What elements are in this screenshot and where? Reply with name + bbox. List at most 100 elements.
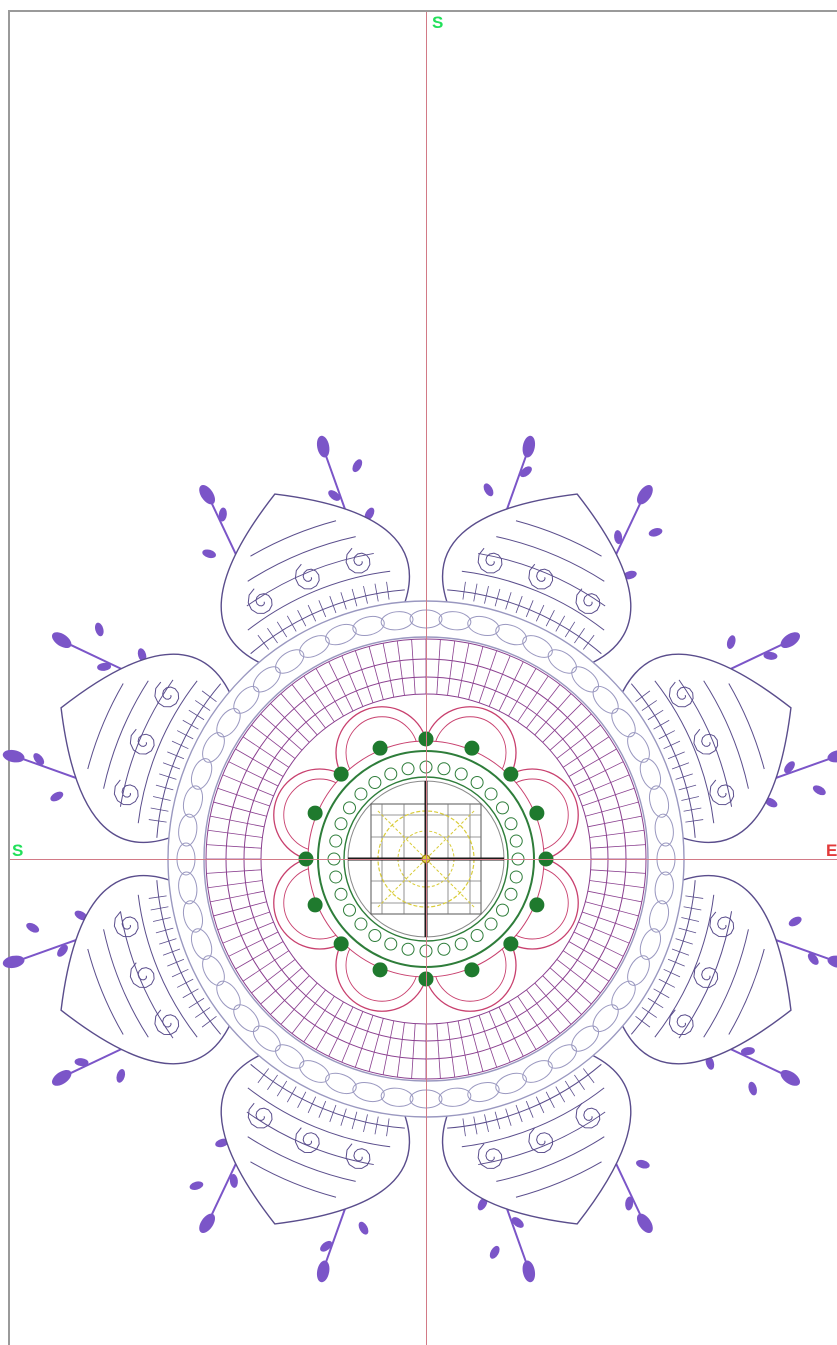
petal-arc <box>678 911 733 1039</box>
petal-arc <box>137 894 198 1038</box>
petal-spiral <box>247 1102 273 1129</box>
rope-bead <box>438 611 472 631</box>
petal-hatch <box>647 709 664 721</box>
green-bead <box>401 762 415 776</box>
grid-spoke <box>526 684 561 729</box>
petal-hatch <box>667 751 685 760</box>
vine-tip <box>522 435 536 458</box>
vine-leaf <box>215 1138 229 1148</box>
green-bead <box>470 776 484 790</box>
petal-hatch <box>535 1096 545 1114</box>
petal-hatch <box>647 997 664 1009</box>
green-bead <box>509 834 523 848</box>
petal-arc <box>654 680 715 824</box>
vine-tip <box>316 1260 330 1283</box>
grid-spoke <box>291 989 326 1034</box>
petal-hatch <box>484 585 489 604</box>
grid-spoke <box>328 1006 354 1057</box>
petal-hatch <box>329 595 337 614</box>
rope-bead <box>648 785 670 818</box>
green-bead <box>368 776 382 790</box>
petal-spiral <box>113 911 139 938</box>
grid-spoke <box>328 661 354 712</box>
vine-leaf <box>358 1221 369 1235</box>
vine-leaf <box>648 528 663 537</box>
vine-leaf <box>788 916 802 927</box>
petal-hatch <box>307 1096 317 1114</box>
grid-spoke <box>582 911 635 931</box>
green-dot <box>307 805 323 821</box>
petal-hatch <box>201 1015 217 1028</box>
rope-bead <box>592 685 619 714</box>
vine-leaf <box>812 785 826 796</box>
petal-hatch <box>663 968 681 978</box>
vine-leaf <box>489 1245 500 1259</box>
petal-hatch <box>484 1114 489 1133</box>
petal-hatch <box>162 948 181 956</box>
grid-spoke <box>590 869 646 874</box>
vine-tip <box>636 1213 653 1234</box>
grid-spoke <box>235 941 284 970</box>
green-bead <box>329 834 343 848</box>
grid-spoke <box>556 724 601 759</box>
grid-spoke <box>436 639 441 695</box>
petal-hatch <box>286 615 297 632</box>
grid-spoke <box>542 975 582 1015</box>
grid-spoke <box>556 959 601 994</box>
petal-arc <box>496 536 605 582</box>
petal-hatch <box>188 997 205 1009</box>
grid-spoke <box>222 921 274 944</box>
green-dot <box>464 962 480 978</box>
petal-arc <box>250 520 337 557</box>
rope-bead <box>275 649 305 674</box>
vine-leaf <box>137 648 147 662</box>
green-bead <box>343 903 357 917</box>
rope-bead <box>178 813 198 847</box>
green-bead <box>368 928 382 942</box>
petal-spiral <box>693 962 719 988</box>
petal-hatch <box>257 1068 270 1084</box>
vine-leaf <box>511 1217 524 1228</box>
rope-bead <box>380 611 414 631</box>
petal-spiral <box>477 1143 503 1169</box>
petal-arc <box>246 552 374 607</box>
center-ray <box>425 858 476 909</box>
rope-bead <box>233 685 260 714</box>
petal-hatch <box>564 1080 576 1097</box>
rope-bead <box>648 900 670 933</box>
canvas-border-left <box>8 10 10 1345</box>
petal-hatch <box>340 592 347 610</box>
grid-spoke <box>207 829 263 838</box>
rope-bead <box>547 649 577 674</box>
green-dot <box>333 766 349 782</box>
green-dot <box>307 897 323 913</box>
green-bead <box>509 870 523 884</box>
vine-leaf <box>26 922 40 933</box>
petal-hatch <box>505 592 512 610</box>
petal-spiral <box>693 728 719 755</box>
petal-hatch <box>307 604 317 622</box>
grid-spoke <box>488 655 511 707</box>
vine-leaf <box>748 1081 757 1096</box>
petal-hatch <box>635 690 651 703</box>
petal-hatch <box>188 709 205 721</box>
vine-leaf <box>116 1069 126 1083</box>
grid-spoke <box>578 774 630 797</box>
petal-spiral <box>575 1102 601 1129</box>
axis-label-top: S <box>432 13 444 32</box>
grid-spoke <box>578 921 630 944</box>
grid-spoke <box>411 1023 416 1079</box>
grid-spoke <box>354 650 374 703</box>
grid-spoke <box>217 787 270 807</box>
petal-hatch <box>276 1080 288 1097</box>
rope-bead <box>571 666 600 693</box>
green-bead <box>343 801 357 815</box>
grid-spoke <box>508 668 537 717</box>
rope-bead <box>182 900 204 933</box>
grid-spoke <box>368 1018 384 1072</box>
center-ray <box>425 809 476 860</box>
petal-spiral <box>154 681 180 708</box>
green-bead <box>484 787 498 801</box>
